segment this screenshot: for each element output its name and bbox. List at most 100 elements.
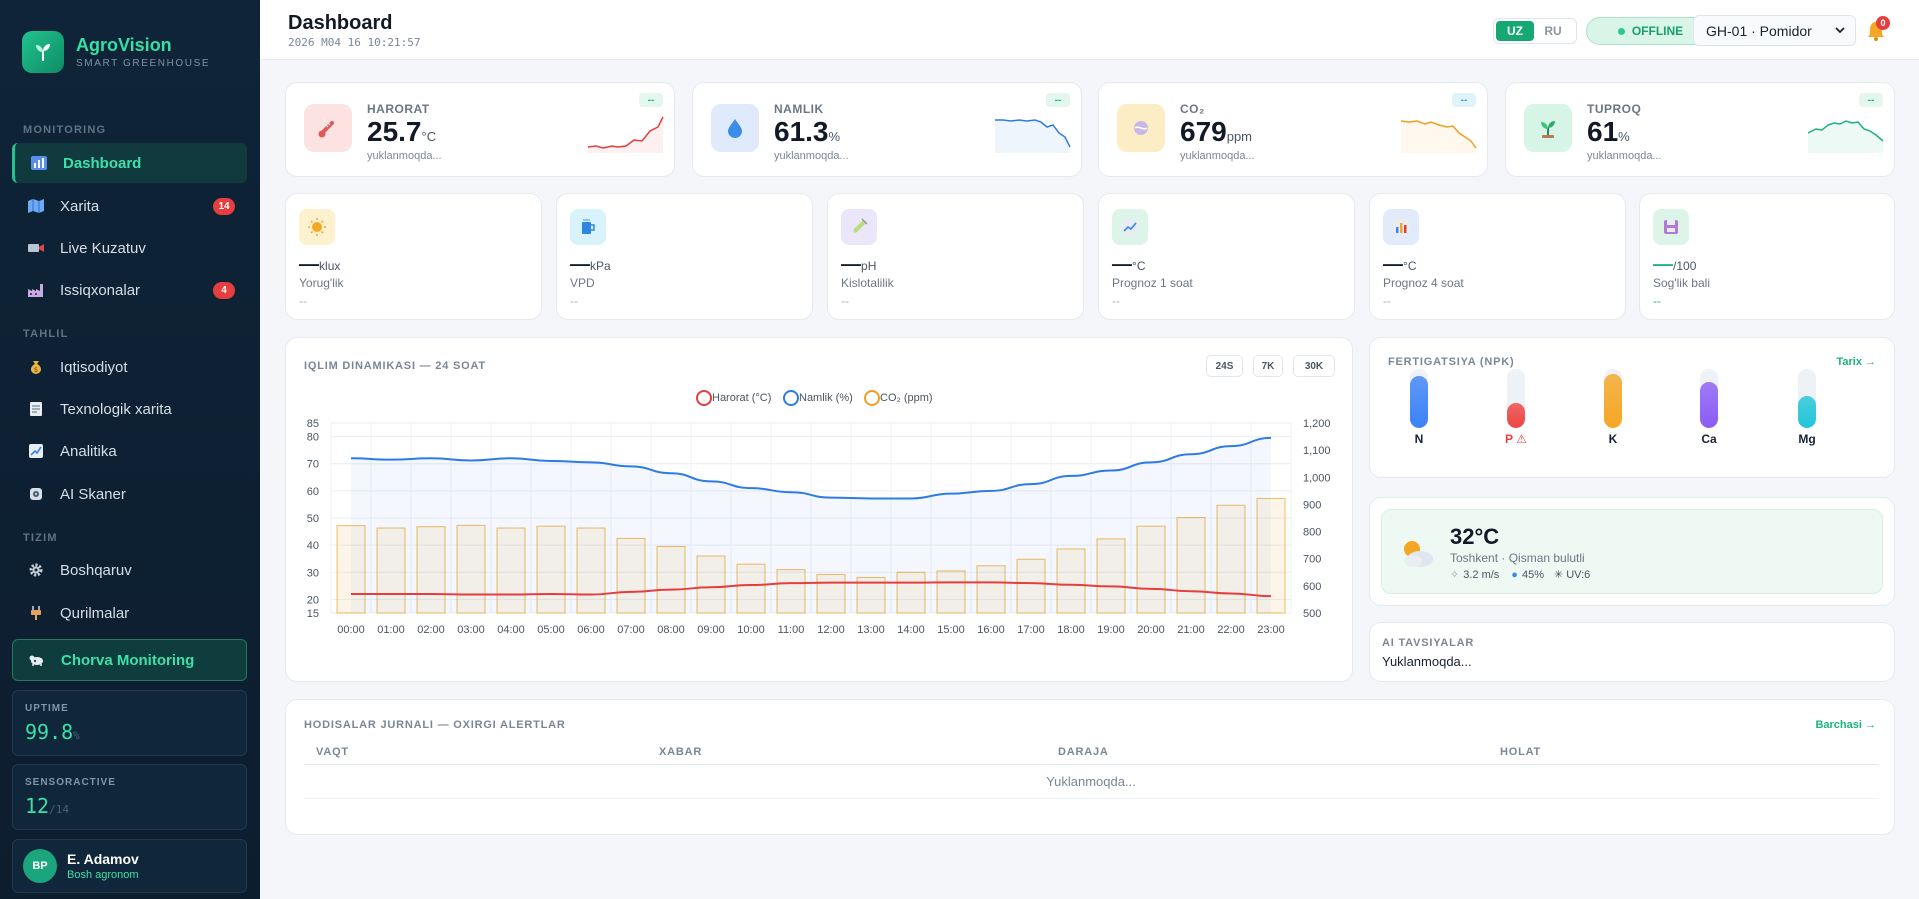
kpi-value: 25.7 (367, 116, 422, 147)
sensor-active-value: 12 (25, 794, 50, 818)
kpi-status: yuklanmoqda... (774, 150, 849, 162)
co2-bar (936, 570, 966, 614)
mini-card-vpd[interactable]: ‒‒kPa VPD -- (556, 193, 813, 320)
map-count-badge: 14 (213, 197, 235, 215)
x-tick-label: 10:00 (737, 624, 765, 636)
co2-bar (816, 573, 846, 614)
npk-fill (1410, 376, 1428, 428)
x-tick-label: 14:00 (897, 624, 925, 636)
bar-chart-icon (1383, 209, 1419, 245)
events-all-link[interactable]: Barchasi → (1815, 719, 1876, 731)
map-icon (26, 197, 46, 215)
legend-namlik[interactable]: Namlik (%) (783, 390, 853, 406)
y-left-tick-label: 40 (307, 540, 319, 552)
npk-history-link[interactable]: Tarix → (1836, 356, 1876, 368)
kpi-status: yuklanmoqda... (1587, 150, 1662, 162)
seedling-logo-icon (22, 31, 64, 73)
x-tick-label: 02:00 (417, 624, 445, 636)
sidebar-item-qurilmalar[interactable]: Qurilmalar (12, 593, 247, 633)
sidebar-item-dashboard[interactable]: Dashboard (12, 143, 247, 183)
legend-harorat[interactable]: Harorat (°C) (696, 390, 771, 406)
sidebar-item-ai-skaner[interactable]: AI Skaner (12, 474, 247, 514)
legend-co2[interactable]: CO₂ (ppm) (864, 390, 933, 406)
kpi-card-co2[interactable]: CO₂ 679ppm yuklanmoqda... -- (1098, 82, 1488, 177)
gear-icon (26, 561, 46, 579)
sidebar: AgroVision SMART GREENHOUSE MONITORING D… (0, 0, 260, 899)
x-tick-label: 19:00 (1097, 624, 1125, 636)
x-tick-label: 00:00 (337, 624, 365, 636)
sparkline-namlik (995, 119, 1071, 153)
mini-value: ‒‒ (299, 254, 320, 274)
greenhouse-select[interactable]: GH-01 · Pomidor (1693, 15, 1856, 46)
seedling-icon (1524, 104, 1572, 152)
trend-icon (26, 442, 46, 460)
events-card: HODISALAR JURNALI — OXIRGI ALERTLAR Barc… (285, 699, 1895, 835)
y-left-tick-label: 85 (307, 418, 319, 430)
mini-label: Kislotalilik (841, 276, 894, 290)
y-left-tick-label: 50 (307, 513, 319, 525)
sidebar-item-iqtisodiyot[interactable]: $ Iqtisodiyot (12, 347, 247, 387)
sidebar-item-label: Xarita (60, 197, 100, 215)
lang-ru-button[interactable]: RU (1544, 24, 1562, 38)
brand-name: AgroVision (76, 35, 172, 55)
sidebar-item-xarita[interactable]: Xarita 14 (12, 186, 247, 226)
uv-icon: ✳ (1553, 569, 1564, 581)
y-left-tick-label: 15 (307, 608, 319, 620)
x-tick-label: 09:00 (697, 624, 725, 636)
legend-label: CO₂ (ppm) (880, 392, 933, 404)
mini-card-soglik[interactable]: ‒‒/100 Sog'lik bali -- (1639, 193, 1895, 320)
x-tick-label: 21:00 (1177, 624, 1205, 636)
lang-uz-button[interactable]: UZ (1496, 21, 1534, 41)
range-7k-button[interactable]: 7K (1253, 355, 1283, 377)
y-right-tick-label: 900 (1303, 499, 1321, 511)
kpi-status: yuklanmoqda... (367, 150, 442, 162)
mini-sub: -- (1112, 294, 1120, 308)
co2-icon (1117, 104, 1165, 152)
mini-label: Yorug'lik (299, 276, 344, 290)
mini-value: ‒‒ (841, 254, 862, 274)
sidebar-item-live-kuzatuv[interactable]: Live Kuzatuv (12, 228, 247, 268)
svg-text:$: $ (34, 366, 38, 374)
current-datetime: 2026 M04 16 10:21:57 (288, 36, 421, 49)
y-right-tick-label: 500 (1303, 608, 1321, 620)
co2-bar (496, 527, 526, 614)
climate-chart-card: IQLIM DINAMIKASI — 24 SOAT 24S 7K 30K Ha… (285, 337, 1353, 682)
npk-title: FERTIGATSIYA (NPK) (1388, 356, 1515, 368)
mini-card-yoruglik[interactable]: ‒‒klux Yorug'lik -- (285, 193, 542, 320)
brand[interactable]: AgroVision SMART GREENHOUSE (22, 31, 210, 73)
language-switcher: UZ RU (1493, 18, 1577, 44)
kpi-card-harorat[interactable]: HARORAT 25.7°C yuklanmoqda... -- (285, 82, 675, 177)
sidebar-item-texnologik-xarita[interactable]: Texnologik xarita (12, 389, 247, 429)
range-30k-button[interactable]: 30K (1293, 355, 1335, 377)
mini-card-prognoz-4[interactable]: ‒‒°C Prognoz 4 soat -- (1369, 193, 1626, 320)
events-title: HODISALAR JURNALI — OXIRGI ALERTLAR (304, 719, 566, 731)
sidebar-item-issiqxonalar[interactable]: Issiqxonalar 4 (12, 270, 247, 310)
legend-label: Namlik (%) (799, 392, 853, 404)
uptime-card: UPTIME 99.8% (12, 690, 247, 756)
kpi-card-tuproq[interactable]: TUPROQ 61% yuklanmoqda... -- (1505, 82, 1895, 177)
npk-name: Mg (1798, 432, 1816, 446)
mini-card-prognoz-1[interactable]: ‒‒°C Prognoz 1 soat -- (1098, 193, 1355, 320)
mini-unit: °C (1403, 259, 1417, 273)
co2-bar (1176, 516, 1206, 614)
mini-sub: -- (570, 294, 578, 308)
weather-location: Toshkent · Qisman bulutli (1450, 551, 1585, 565)
namlik-line (350, 436, 1272, 500)
mini-unit: klux (319, 259, 341, 273)
sidebar-item-label: Analitika (60, 442, 117, 460)
mini-unit: /100 (1673, 259, 1697, 273)
page-title: Dashboard (288, 12, 393, 34)
mini-unit: pH (861, 259, 877, 273)
sidebar-item-boshqaruv[interactable]: Boshqaruv (12, 550, 247, 590)
user-profile[interactable]: BP E. Adamov Bosh agronom (12, 839, 247, 893)
mini-card-kislotalilik[interactable]: ‒‒pH Kislotalilik -- (827, 193, 1084, 320)
chorva-monitoring-button[interactable]: Chorva Monitoring (12, 639, 247, 681)
sidebar-item-analitika[interactable]: Analitika (12, 431, 247, 471)
kpi-trend-chip: -- (639, 93, 663, 107)
co2-bar (896, 571, 926, 614)
range-24s-button[interactable]: 24S (1206, 355, 1243, 377)
legend-swatch (696, 390, 712, 406)
y-left-tick-label: 20 (307, 594, 319, 606)
x-tick-label: 16:00 (977, 624, 1005, 636)
kpi-card-namlik[interactable]: NAMLIK 61.3% yuklanmoqda... -- (692, 82, 1082, 177)
